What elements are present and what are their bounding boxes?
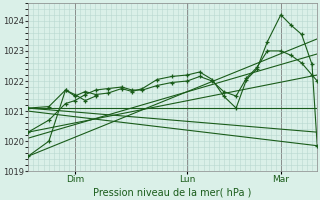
X-axis label: Pression niveau de la mer( hPa ): Pression niveau de la mer( hPa ) — [93, 187, 252, 197]
